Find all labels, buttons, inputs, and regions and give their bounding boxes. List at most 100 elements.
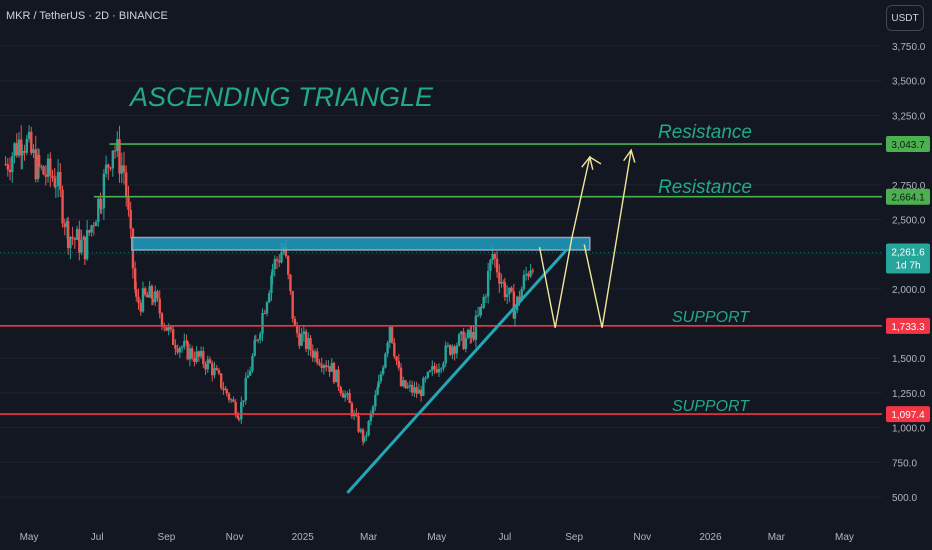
candle-body [503,282,507,298]
candle-body [40,166,43,168]
time-tick-label: Nov [226,532,244,543]
candle-body [295,325,299,334]
candle-body [291,290,294,319]
price-tags: 3,043.7 2,664.1 1,733.3 1,097.4 2,261.6 1d 7h [886,136,930,423]
candle-body [428,370,432,372]
candle-body [500,281,503,284]
candle-body [386,342,389,354]
candle-body [286,256,290,275]
candle-body [23,150,26,153]
candle-body [169,327,173,330]
candle-body [21,150,24,156]
candle-body [44,174,47,177]
candle-body [174,344,177,349]
candle-body [180,346,184,348]
candle-body [361,429,365,442]
candle-body [227,393,231,400]
support-price-tag-label: 1,097.4 [891,410,925,421]
ascending-trendline [346,248,568,494]
candle-body [343,394,347,398]
candle-body [240,402,243,420]
candle-body [309,338,312,351]
candle-body [100,208,103,210]
candle-body [410,384,414,393]
candle-body [328,366,331,372]
candle-body [480,306,483,308]
support-price-tag-label: 1,733.3 [891,322,925,333]
candle-body [273,259,276,270]
candle-body [11,156,14,173]
time-tick-label: Jul [499,532,512,543]
candle-body [377,381,380,388]
price-tick-label: 500.0 [892,493,917,504]
candle-body [122,165,126,173]
price-tick-label: 1,250.0 [892,389,926,400]
candle-body [144,288,147,295]
candle-body [313,351,317,358]
candle-body [53,178,56,187]
candle-body [369,413,373,422]
candle-body [508,287,511,295]
last-price-tag [886,243,930,274]
candle-body [202,351,205,365]
candle-body [513,310,517,319]
time-tick-label: Mar [768,532,786,543]
candle-body [242,400,245,403]
candle-body [374,395,377,407]
support-price-tag [886,406,930,423]
time-tick-label: Sep [565,532,583,543]
time-tick-label: May [20,532,39,543]
candle-body [69,236,72,249]
time-tick-label: May [427,532,446,543]
candle-body [357,415,360,432]
candle-body [442,363,445,369]
support-label-lower: SUPPORT [672,398,750,415]
candle-body [415,387,418,394]
candle-body [111,150,115,169]
price-tick-label: 3,500.0 [892,77,926,88]
price-tick-label: 2,750.0 [892,181,926,192]
candle-body [90,225,93,233]
resistance-zone-layer [131,236,591,251]
candle-body [211,363,214,376]
candle-body [127,197,130,210]
candle-body [104,164,108,174]
candle-body [512,291,516,319]
symbol-title: MKR / TetherUS · 2D · BINANCE [6,10,168,22]
candle-body [222,387,225,390]
candle-body [520,289,523,301]
candle-body [498,272,501,284]
candle-body [453,346,456,354]
candle-body [206,359,209,370]
candle-body [479,306,482,315]
candle-body [302,331,306,335]
candle-body [237,418,241,420]
candle-body [424,377,427,379]
candle-body [384,353,387,368]
candle-body [484,296,488,298]
candle-body [464,337,468,350]
time-tick-label: 2025 [292,532,315,543]
candle-body [219,373,223,388]
candle-body [404,380,407,388]
candle-body [348,393,351,404]
candle-body [289,274,292,291]
candle-body [165,327,168,331]
candle-body [120,165,123,174]
candle-body [193,358,196,362]
projection-path [583,149,632,328]
candle-body [476,314,480,316]
candle-body [56,171,60,186]
candle-body [270,275,273,294]
candle-body [118,139,121,174]
candle-body [493,254,497,259]
candle-body [188,348,192,360]
candle-body [63,223,66,228]
candle-body [263,313,266,315]
candle-body [49,158,52,176]
currency-button[interactable]: USDT [886,5,924,31]
time-tick-label: Jul [91,532,104,543]
candle-body [271,269,274,276]
candle-body [413,387,416,393]
